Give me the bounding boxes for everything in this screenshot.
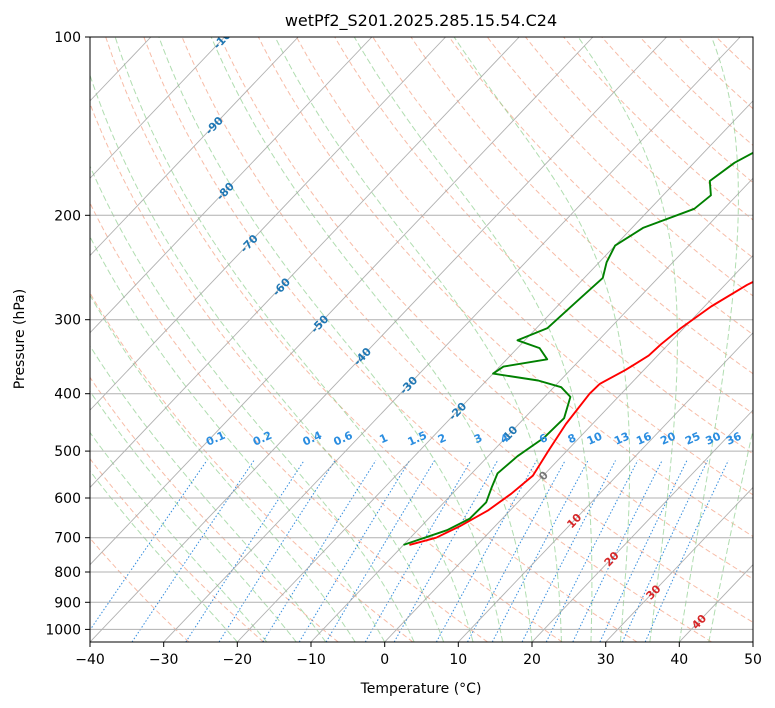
dry-adiabat (486, 37, 753, 297)
mixing-ratio-line (90, 460, 208, 631)
plot-frame (89, 36, 754, 643)
dewpoint-profile-line (403, 151, 753, 546)
y-tick-label: 400 (54, 387, 81, 403)
moist-adiabat (90, 294, 356, 642)
dry-adiabat (525, 37, 753, 259)
x-tick-label: −10 (296, 652, 326, 668)
mixing-ratio-line (325, 460, 435, 642)
x-axis-ticks: −40 −30 −20 −10 0 10 20 30 40 50 (75, 642, 762, 668)
y-tick-label: 300 (54, 313, 81, 329)
isotherm-line (90, 37, 446, 411)
x-tick-label: −40 (75, 652, 105, 668)
mixing-ratio-label: 16 (634, 430, 654, 448)
mixing-ratio-label: 20 (658, 430, 678, 448)
y-tick-label: 100 (54, 30, 81, 46)
mixing-ratio-label: 10 (585, 430, 605, 448)
x-tick-label: 20 (523, 652, 541, 668)
mixing-ratio-line (185, 460, 305, 642)
moist-adiabat (114, 37, 474, 642)
isotherm-line (90, 37, 373, 334)
moist-adiabat (577, 37, 678, 642)
x-tick-label: 0 (380, 652, 389, 668)
moist-adiabat (158, 37, 503, 642)
isotherm-line (163, 37, 741, 642)
isotherm-line (90, 37, 225, 179)
moist-adiabat (90, 73, 445, 642)
dry-adiabat (601, 37, 753, 184)
dry-adiabat (372, 37, 753, 415)
mixing-ratio-line (131, 460, 255, 642)
moist-adiabat (274, 37, 562, 642)
y-tick-label: 600 (54, 491, 81, 507)
mixing-ratio-label: 13 (612, 430, 631, 448)
isotherm-line (90, 37, 520, 489)
dry-adiabat (296, 37, 753, 496)
dry-adiabat (90, 537, 190, 642)
dry-adiabat (90, 201, 488, 642)
moist-adiabat (453, 37, 631, 642)
isotherm-line (90, 37, 667, 642)
moist-adiabat (353, 37, 593, 642)
moist-adiabat (90, 390, 297, 642)
dry-adiabat (219, 37, 753, 580)
isotherm-line (457, 332, 753, 642)
isotherm-line (310, 177, 753, 642)
mixing-ratio-line (545, 460, 639, 642)
x-axis-title: Temperature (°C) (360, 681, 482, 697)
dry-adiabat (257, 37, 753, 538)
mixing-ratio-line (572, 460, 663, 642)
moist-adiabat (708, 427, 753, 642)
y-tick-label: 200 (54, 208, 81, 224)
isotherm-line (90, 37, 594, 566)
mixing-ratio-labels: 0.1 0.2 0.4 0.6 1 1.5 2 3 4 6 8 10 13 16 20 25 30 36 (204, 429, 744, 449)
isotherm-line (90, 37, 299, 257)
mixing-ratio-line (491, 460, 589, 642)
dry-adiabat (410, 37, 753, 375)
temperature-profile-line (409, 280, 753, 546)
y-tick-label: 1000 (45, 622, 81, 638)
background-lines (90, 37, 753, 642)
pressure-grid (90, 37, 753, 630)
x-tick-label: 50 (744, 652, 762, 668)
x-tick-label: −30 (149, 652, 179, 668)
chart-title: wetPf2_S201.2025.285.15.54.C24 (285, 11, 557, 31)
y-axis-ticks: 1000 900 800 700 600 500 400 300 200 100 (45, 30, 90, 638)
dry-adiabat (105, 37, 638, 642)
isotherm-line (605, 486, 753, 642)
mixing-ratio-line (218, 460, 336, 642)
moist-adiabat (678, 37, 739, 642)
y-tick-label: 700 (54, 531, 81, 547)
moist-adiabat (210, 37, 533, 642)
dry-adiabat (90, 292, 414, 642)
moist-adiabat (90, 345, 327, 642)
y-tick-label: 500 (54, 444, 81, 460)
mixing-ratio-label: 25 (683, 430, 702, 448)
y-tick-label: 800 (54, 565, 81, 581)
moist-adiabat (90, 235, 386, 642)
x-tick-label: −20 (223, 652, 253, 668)
isotherm-line (384, 254, 753, 642)
mixing-ratio-line (435, 460, 538, 642)
dry-adiabat (90, 457, 264, 642)
mixing-ratio-label: 36 (724, 430, 744, 448)
y-tick-label: 900 (54, 595, 81, 611)
mixing-ratio-label: 30 (704, 430, 724, 448)
mixing-ratio-line (521, 460, 616, 642)
mixing-ratio-line (298, 460, 411, 642)
series-layer (403, 151, 753, 546)
y-axis-title: Pressure (hPa) (12, 289, 28, 389)
isotherm-line (531, 409, 753, 642)
moist-adiabat (90, 164, 415, 642)
x-tick-label: 30 (597, 652, 615, 668)
moist-adiabat (90, 470, 238, 642)
mixing-ratio-line (644, 460, 729, 642)
x-tick-label: 10 (449, 652, 467, 668)
mixing-ratio-line (467, 460, 566, 642)
dry-adiabat (181, 37, 753, 623)
mixing-ratio-line (262, 460, 377, 642)
x-tick-label: 40 (670, 652, 688, 668)
isotherm-line (236, 100, 753, 642)
moist-adiabat (90, 431, 268, 642)
